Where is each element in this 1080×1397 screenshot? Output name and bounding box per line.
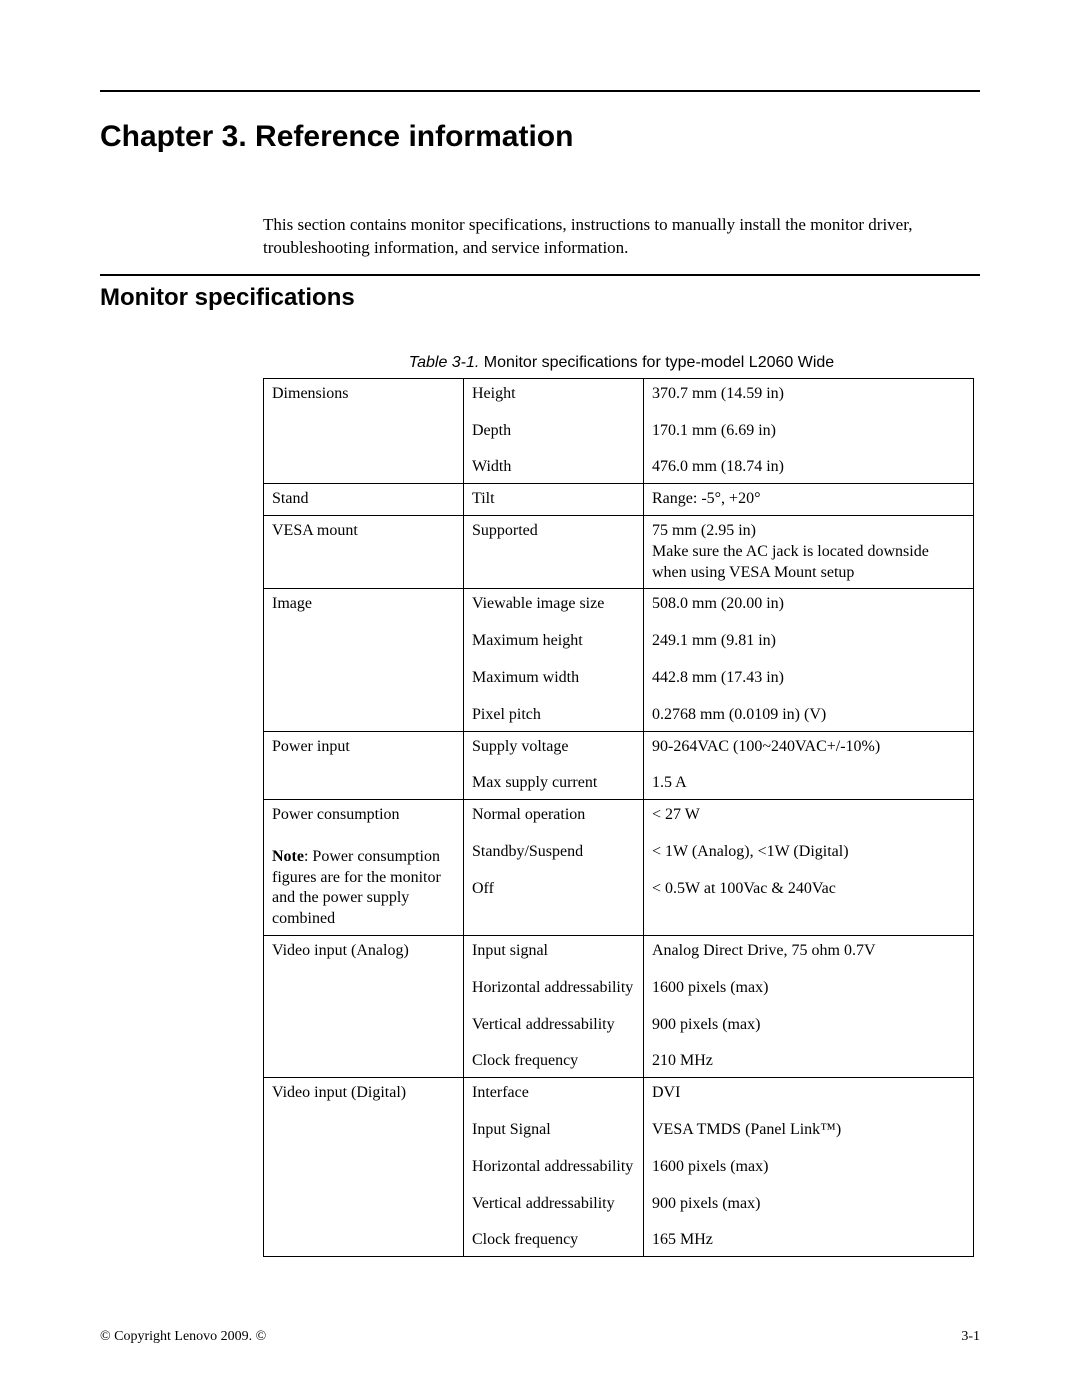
spec-category-cell: Stand xyxy=(264,484,464,516)
spec-value-cell: < 27 W< 1W (Analog), <1W (Digital)< 0.5W… xyxy=(644,800,974,936)
spec-attribute-cell: Tilt xyxy=(464,484,644,516)
table-row: StandTiltRange: -5°, +20° xyxy=(264,484,974,516)
spec-category-cell: VESA mount xyxy=(264,516,464,589)
spec-category-cell: Power input xyxy=(264,731,464,800)
top-rule xyxy=(100,90,980,92)
table-row: DimensionsHeightDepthWidth370.7 mm (14.5… xyxy=(264,378,974,483)
spec-attribute-cell: Supply voltageMax supply current xyxy=(464,731,644,800)
page-footer: © Copyright Lenovo 2009. © 3-1 xyxy=(100,1329,980,1345)
spec-attribute-cell: Viewable image sizeMaximum heightMaximum… xyxy=(464,589,644,731)
table-caption: Table 3-1. Monitor specifications for ty… xyxy=(263,354,980,372)
spec-value-cell: 370.7 mm (14.59 in)170.1 mm (6.69 in)476… xyxy=(644,378,974,483)
spec-category-cell: Video input (Digital) xyxy=(264,1078,464,1257)
table-caption-label: Table 3-1. xyxy=(409,354,480,371)
table-caption-text: Monitor specifications for type-model L2… xyxy=(479,354,834,371)
footer-copyright: © Copyright Lenovo 2009. © xyxy=(100,1329,266,1345)
table-row: Power inputSupply voltageMax supply curr… xyxy=(264,731,974,800)
spec-value-cell: 90-264VAC (100~240VAC+/-10%)1.5 A xyxy=(644,731,974,800)
chapter-title: Chapter 3. Reference information xyxy=(100,120,980,154)
spec-attribute-cell: Input signalHorizontal addressabilityVer… xyxy=(464,936,644,1078)
spec-table: DimensionsHeightDepthWidth370.7 mm (14.5… xyxy=(263,378,974,1257)
spec-value-cell: Range: -5°, +20° xyxy=(644,484,974,516)
spec-attribute-cell: Normal operationStandby/SuspendOff xyxy=(464,800,644,936)
footer-page-number: 3-1 xyxy=(961,1329,980,1345)
table-row: Video input (Analog)Input signalHorizont… xyxy=(264,936,974,1078)
spec-category-cell: Power consumptionNote: Power consumption… xyxy=(264,800,464,936)
table-row: ImageViewable image sizeMaximum heightMa… xyxy=(264,589,974,731)
table-row: VESA mountSupported75 mm (2.95 in)Make s… xyxy=(264,516,974,589)
table-row: Video input (Digital)InterfaceInput Sign… xyxy=(264,1078,974,1257)
intro-text: This section contains monitor specificat… xyxy=(263,214,980,260)
spec-category-cell: Dimensions xyxy=(264,378,464,483)
spec-category-cell: Image xyxy=(264,589,464,731)
spec-value-cell: 508.0 mm (20.00 in)249.1 mm (9.81 in)442… xyxy=(644,589,974,731)
spec-value-cell: 75 mm (2.95 in)Make sure the AC jack is … xyxy=(644,516,974,589)
section-title: Monitor specifications xyxy=(100,284,980,312)
spec-attribute-cell: InterfaceInput SignalHorizontal addressa… xyxy=(464,1078,644,1257)
spec-value-cell: DVIVESA TMDS (Panel Link™)1600 pixels (m… xyxy=(644,1078,974,1257)
section-rule xyxy=(100,274,980,276)
spec-value-cell: Analog Direct Drive, 75 ohm 0.7V1600 pix… xyxy=(644,936,974,1078)
table-row: Power consumptionNote: Power consumption… xyxy=(264,800,974,936)
spec-attribute-cell: HeightDepthWidth xyxy=(464,378,644,483)
spec-attribute-cell: Supported xyxy=(464,516,644,589)
spec-category-cell: Video input (Analog) xyxy=(264,936,464,1078)
